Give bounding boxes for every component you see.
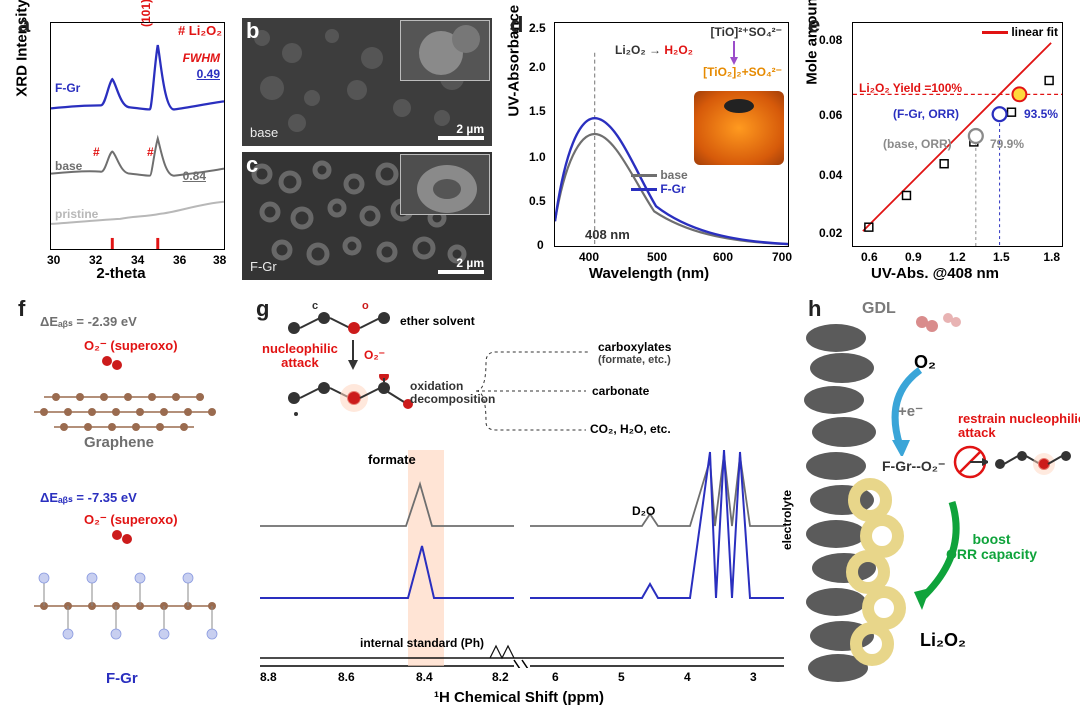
dft-fgr-label: F-Gr (106, 670, 138, 687)
panel-e-label: e (808, 12, 820, 38)
panel-f-label: f (18, 296, 25, 322)
sem-c-scalebar: 2 µm (438, 256, 484, 274)
uv-legend-fgr: F-Gr (660, 182, 685, 196)
xrd-peak-101: (101) (139, 0, 153, 27)
solvent-molecule (992, 446, 1072, 476)
dft-superoxo1: O₂⁻ (superoxo) (84, 338, 178, 354)
bracket-icon (476, 346, 606, 436)
panel-h-label: h (808, 296, 821, 322)
cal-yield100: Li₂O₂ Yield =100% (859, 81, 962, 95)
panel-g-label: g (256, 296, 269, 322)
nucleophilic-label: nucleophilic attack (262, 342, 338, 371)
gases: CO₂, H₂O, etc. (590, 422, 671, 436)
restrain-label: restrain nucleophilic attack (958, 412, 1080, 441)
xrd-legend-base: base (55, 159, 82, 173)
cal-xlabel: UV-Abs. @408 nm (802, 265, 1068, 282)
xrd-xlabel: 2-theta (12, 265, 230, 282)
panel-g-nmr: c o ether solvent nucleophilic attack O₂… (250, 294, 788, 704)
sem-c-tag: F-Gr (250, 259, 277, 274)
cal-plot (853, 23, 1062, 246)
panel-h-schematic: GDL O₂ (802, 294, 1068, 704)
uv-product: [TiO₂]₂+SO₄²⁻ (703, 65, 782, 79)
fgr-o2-label: F-Gr--O₂⁻ (882, 458, 945, 475)
nmr-plot: formate D₂O electrolyte internal standar… (260, 450, 784, 668)
dft-gr-de: ΔEₐᵦₛ = -2.39 eV (40, 314, 137, 330)
xrd-species-marker: # Li₂O₂ (178, 23, 222, 38)
nmr-xlabel: ¹H Chemical Shift (ppm) (250, 689, 788, 706)
cal-legend: linear fit (982, 25, 1058, 39)
panel-b-sem: base 2 µm (242, 18, 492, 146)
panel-d-uv: UV-Absorbance Wavelength (nm) 408 nm 0 0… (504, 12, 794, 282)
panel-a-xrd: XRD Intensity (a.u.) 2-theta # Li₂O₂ (10… (12, 12, 230, 282)
atom-c-label: c (312, 300, 318, 312)
electrolyte-label: electrolyte (780, 490, 794, 550)
torus-icon (850, 622, 894, 666)
panel-c-sem: F-Gr 2 µm (242, 152, 492, 280)
cal-base-pct: 79.9% (990, 137, 1024, 151)
uv-reactant-top: [TiO]²⁺SO₄²⁻ (711, 25, 783, 39)
carboxylates: carboxylates (598, 340, 671, 354)
o2-molecules-icon (914, 312, 964, 352)
dft-superoxo2: O₂⁻ (superoxo) (84, 512, 178, 528)
nmr-o2-label: O₂⁻ (364, 348, 385, 362)
panel-e-calibration: Mole amount of Li₂O₂ (mmol) UV-Abs. @408… (802, 12, 1068, 282)
product-molecule (280, 374, 430, 418)
uv-xlabel: Wavelength (nm) (504, 265, 794, 282)
uv-h2o2: H₂O₂ (664, 43, 693, 57)
cal-fgr-label: (F-Gr, ORR) (893, 107, 959, 121)
uv-frame: 408 nm 0 0.5 1.0 1.5 2.0 2.5 400 500 600… (554, 22, 789, 247)
carbonate: carbonate (592, 384, 649, 398)
uv-legend: base F-Gr (631, 168, 688, 196)
panel-c-label: c (246, 152, 258, 178)
no-cross-icon (952, 444, 988, 480)
xrd-legend-pristine: pristine (55, 207, 98, 221)
cal-frame: linear fit Li₂O₂ Yield =100% (F-Gr, ORR)… (852, 22, 1063, 247)
internal-standard: internal standard (Ph) (360, 636, 484, 650)
fgr-lattice (24, 546, 224, 666)
dft-graphene-label: Graphene (84, 434, 154, 451)
figure-composite: a XRD Intensity (a.u.) 2-theta # Li₂O₂ (… (12, 12, 1068, 705)
panel-b-label: b (246, 18, 259, 44)
graphene-lattice (24, 372, 224, 442)
formate-label: formate (368, 452, 416, 467)
sem-b-inset (400, 20, 490, 81)
sem-b-scalebar: 2 µm (438, 122, 484, 140)
uv-legend-base: base (660, 168, 687, 182)
panel-d-label: d (510, 12, 523, 38)
sem-c-scale-text: 2 µm (456, 256, 484, 270)
boost-label: boost ORR capacity (946, 532, 1037, 563)
cal-base-label: (base, ORR) (883, 137, 952, 151)
dft-fgr-de: ΔEₐᵦₛ = -7.35 eV (40, 490, 137, 506)
sem-b-scale-text: 2 µm (456, 122, 484, 136)
carboxylates-note: (formate, etc.) (598, 354, 671, 366)
uv-peak-label: 408 nm (585, 227, 630, 242)
sem-c-inset (400, 154, 490, 215)
plus-e: +e⁻ (898, 402, 923, 420)
cal-fgr-pct: 93.5% (1024, 107, 1058, 121)
li2o2-label: Li₂O₂ (920, 630, 966, 651)
xrd-fwhm-label: FWHM (183, 51, 220, 65)
uv-li2o2: Li₂O₂ → (615, 43, 661, 57)
atom-o-label: o (362, 300, 369, 312)
panel-a-label: a (18, 12, 30, 38)
uv-photo-inset (694, 91, 784, 165)
cal-legend-text: linear fit (1011, 25, 1058, 39)
panel-f-dft: ΔEₐᵦₛ = -2.39 eV O₂⁻ (superoxo) Graphene… (12, 294, 244, 704)
uv-arrow-icon (728, 41, 740, 65)
xrd-fwhm-fgr: 0.49 (197, 67, 220, 81)
d2o-label: D₂O (632, 504, 655, 518)
xrd-fwhm-base: 0.84 (183, 169, 206, 183)
sem-b-tag: base (250, 125, 278, 140)
ether-label: ether solvent (400, 314, 475, 328)
xrd-legend-fgr: F-Gr (55, 81, 80, 95)
xrd-frame: # Li₂O₂ (101) FWHM 0.49 0.84 F-Gr base #… (50, 22, 225, 250)
down-arrow-icon (346, 340, 360, 370)
